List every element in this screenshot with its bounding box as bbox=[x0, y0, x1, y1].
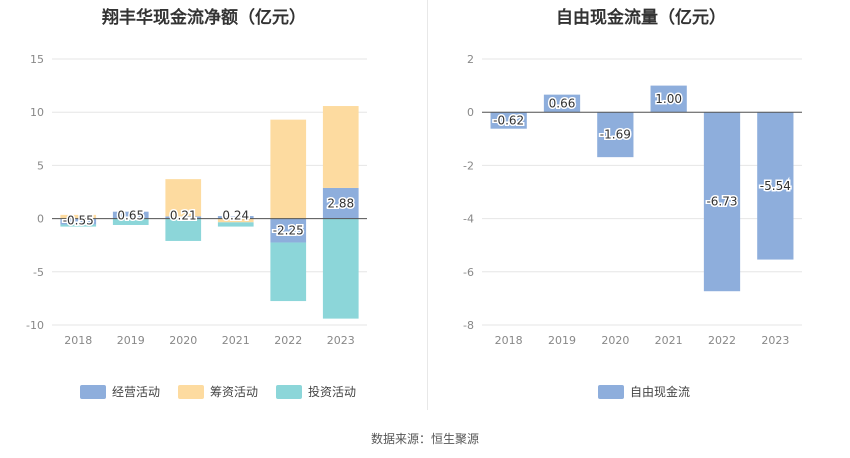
legend-label: 投资活动 bbox=[308, 385, 357, 399]
left-bar-经营活动 bbox=[217, 216, 254, 219]
left-x-tick-label: 2021 bbox=[222, 334, 250, 347]
left-bar-筹资活动 bbox=[270, 119, 307, 219]
left-data-label: 0.24 bbox=[222, 209, 249, 223]
legend-item[interactable]: 筹资活动 bbox=[178, 383, 258, 400]
left-bar-投资活动 bbox=[165, 218, 202, 241]
right-y-tick-label: -6 bbox=[463, 266, 474, 279]
right-y-tick-label: -2 bbox=[463, 159, 474, 172]
left-y-tick-label: 10 bbox=[30, 106, 44, 119]
left-x-tick-label: 2020 bbox=[169, 334, 197, 347]
left-bar-筹资活动 bbox=[322, 106, 359, 188]
legend-swatch bbox=[276, 384, 303, 399]
right-bar-自由现金流 bbox=[703, 112, 741, 292]
left-bar-经营活动 bbox=[322, 187, 359, 219]
legend-swatch bbox=[598, 384, 624, 399]
right-y-tick-label: -8 bbox=[463, 319, 474, 332]
data-source-note: 数据来源：恒生聚源 bbox=[370, 432, 479, 446]
left-bar-投资活动 bbox=[60, 224, 97, 227]
right-x-tick-label: 2021 bbox=[655, 334, 683, 347]
left-y-tick-label: 15 bbox=[30, 53, 44, 66]
right-data-label: -0.62 bbox=[493, 113, 524, 127]
right-chart-title: 自由现金流量（亿元） bbox=[556, 8, 726, 28]
left-data-label: -0.55 bbox=[63, 214, 94, 228]
left-bar-筹资活动 bbox=[60, 214, 97, 219]
legend-swatch bbox=[80, 384, 106, 399]
legend-item[interactable]: 投资活动 bbox=[276, 383, 356, 400]
left-data-label: 0.21 bbox=[170, 209, 197, 223]
right-y-tick-label: -4 bbox=[463, 213, 474, 226]
legend-item[interactable]: 自由现金流 bbox=[598, 383, 690, 400]
left-x-tick-label: 2023 bbox=[327, 334, 355, 347]
right-x-tick-label: 2022 bbox=[708, 334, 736, 347]
left-bar-经营活动 bbox=[60, 218, 97, 225]
left-bar-投资活动 bbox=[322, 218, 359, 319]
left-chart-title: 翔丰华现金流净额（亿元） bbox=[102, 8, 306, 28]
right-y-tick-label: 0 bbox=[467, 106, 474, 119]
legend-label: 经营活动 bbox=[112, 385, 161, 399]
left-x-tick-label: 2018 bbox=[64, 334, 92, 347]
right-data-label: 0.66 bbox=[549, 96, 576, 110]
left-data-label: 2.88 bbox=[327, 196, 354, 210]
left-y-tick-label: 0 bbox=[37, 213, 44, 226]
right-chart-legend: 自由现金流 bbox=[598, 383, 690, 400]
legend-item[interactable]: 经营活动 bbox=[80, 383, 160, 400]
right-bar-自由现金流 bbox=[650, 85, 687, 113]
left-bar-投资活动 bbox=[217, 222, 254, 227]
right-x-tick-label: 2018 bbox=[495, 334, 523, 347]
legend-label: 筹资活动 bbox=[210, 385, 259, 399]
right-x-tick-label: 2023 bbox=[761, 334, 789, 347]
right-bar-自由现金流 bbox=[757, 112, 794, 260]
left-x-tick-label: 2019 bbox=[117, 334, 145, 347]
left-bar-筹资活动 bbox=[217, 218, 254, 223]
right-data-label: -5.54 bbox=[760, 179, 791, 193]
left-y-tick-label: -5 bbox=[33, 266, 44, 279]
left-x-tick-label: 2022 bbox=[274, 334, 302, 347]
left-bar-经营活动 bbox=[165, 216, 202, 219]
panel-divider bbox=[427, 0, 428, 410]
legend-swatch bbox=[178, 384, 205, 399]
left-data-label: -2.25 bbox=[273, 224, 304, 238]
right-x-tick-label: 2020 bbox=[601, 334, 629, 347]
right-data-label: -6.73 bbox=[706, 195, 737, 209]
left-data-label: 0.65 bbox=[117, 209, 144, 223]
right-bar-自由现金流 bbox=[490, 112, 527, 129]
right-data-label: 1.00 bbox=[655, 92, 682, 106]
legend-label: 自由现金流 bbox=[630, 385, 691, 399]
right-bar-自由现金流 bbox=[597, 112, 634, 158]
left-chart-legend: 经营活动 筹资活动 投资活动 bbox=[80, 383, 356, 400]
left-bar-投资活动 bbox=[112, 218, 149, 225]
right-bar-自由现金流 bbox=[543, 94, 581, 113]
right-data-label: -1.69 bbox=[600, 128, 631, 142]
left-y-tick-label: 5 bbox=[37, 159, 44, 172]
right-y-tick-label: 2 bbox=[467, 53, 474, 66]
left-bar-投资活动 bbox=[270, 242, 307, 302]
left-bar-筹资活动 bbox=[165, 179, 202, 217]
left-bar-经营活动 bbox=[112, 211, 149, 219]
left-y-tick-label: -10 bbox=[26, 319, 44, 332]
right-x-tick-label: 2019 bbox=[548, 334, 576, 347]
left-bar-经营活动 bbox=[270, 218, 307, 243]
